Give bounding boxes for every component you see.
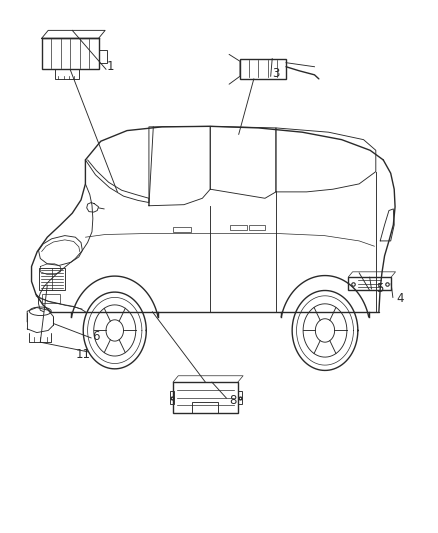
Bar: [240, 59, 286, 79]
Text: 3: 3: [272, 67, 279, 80]
Bar: [173, 382, 238, 413]
Bar: [55, 69, 79, 79]
Text: 6: 6: [92, 330, 100, 343]
Bar: [230, 225, 247, 230]
Text: 4: 4: [396, 292, 404, 305]
Text: 5: 5: [376, 282, 383, 295]
Bar: [173, 227, 191, 232]
Bar: [42, 294, 60, 303]
Bar: [192, 402, 219, 413]
Bar: [39, 268, 65, 290]
Bar: [348, 277, 391, 290]
Text: 1: 1: [106, 60, 114, 73]
Bar: [99, 50, 107, 63]
Text: 11: 11: [76, 348, 91, 361]
Bar: [170, 391, 174, 404]
Bar: [249, 225, 265, 230]
Text: 8: 8: [230, 394, 237, 407]
Bar: [238, 391, 242, 404]
Bar: [42, 38, 99, 69]
